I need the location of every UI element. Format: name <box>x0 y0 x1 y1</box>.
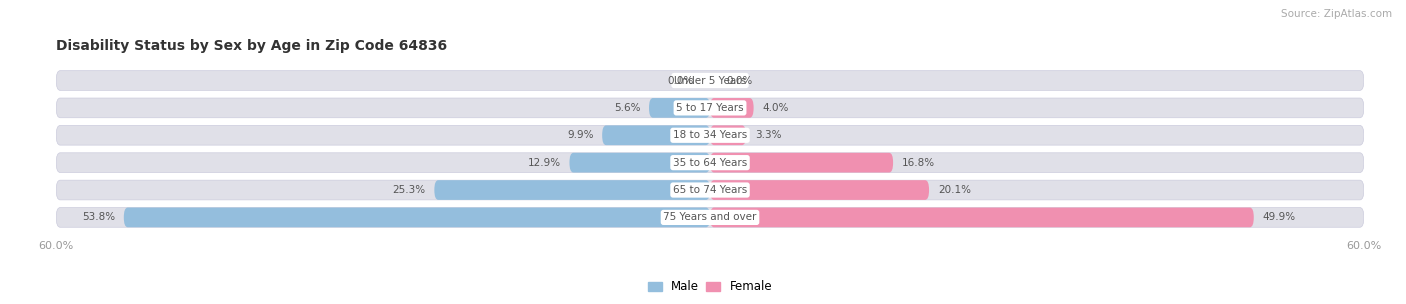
FancyBboxPatch shape <box>710 126 747 145</box>
FancyBboxPatch shape <box>56 71 1364 90</box>
FancyBboxPatch shape <box>56 98 1364 118</box>
FancyBboxPatch shape <box>124 208 710 227</box>
Text: 3.3%: 3.3% <box>755 130 782 140</box>
FancyBboxPatch shape <box>56 153 1364 172</box>
Text: 20.1%: 20.1% <box>938 185 970 195</box>
FancyBboxPatch shape <box>710 208 1254 227</box>
FancyBboxPatch shape <box>710 180 929 200</box>
FancyBboxPatch shape <box>602 126 710 145</box>
Text: 12.9%: 12.9% <box>527 158 561 168</box>
Legend: Male, Female: Male, Female <box>643 276 778 298</box>
Text: 16.8%: 16.8% <box>901 158 935 168</box>
Text: 25.3%: 25.3% <box>392 185 426 195</box>
FancyBboxPatch shape <box>569 153 710 172</box>
Text: 75 Years and over: 75 Years and over <box>664 212 756 223</box>
Text: Under 5 Years: Under 5 Years <box>673 75 747 85</box>
Text: 49.9%: 49.9% <box>1263 212 1295 223</box>
Text: 53.8%: 53.8% <box>82 212 115 223</box>
FancyBboxPatch shape <box>710 153 893 172</box>
Text: 4.0%: 4.0% <box>762 103 789 113</box>
Text: 0.0%: 0.0% <box>668 75 693 85</box>
Text: Source: ZipAtlas.com: Source: ZipAtlas.com <box>1281 9 1392 19</box>
Text: 5 to 17 Years: 5 to 17 Years <box>676 103 744 113</box>
Text: 18 to 34 Years: 18 to 34 Years <box>673 130 747 140</box>
Text: 35 to 64 Years: 35 to 64 Years <box>673 158 747 168</box>
Text: 5.6%: 5.6% <box>614 103 640 113</box>
FancyBboxPatch shape <box>56 208 1364 227</box>
Text: 9.9%: 9.9% <box>567 130 593 140</box>
FancyBboxPatch shape <box>650 98 710 118</box>
FancyBboxPatch shape <box>710 98 754 118</box>
Text: 0.0%: 0.0% <box>727 75 752 85</box>
FancyBboxPatch shape <box>56 126 1364 145</box>
FancyBboxPatch shape <box>434 180 710 200</box>
FancyBboxPatch shape <box>56 180 1364 200</box>
Text: Disability Status by Sex by Age in Zip Code 64836: Disability Status by Sex by Age in Zip C… <box>56 39 447 53</box>
Text: 65 to 74 Years: 65 to 74 Years <box>673 185 747 195</box>
